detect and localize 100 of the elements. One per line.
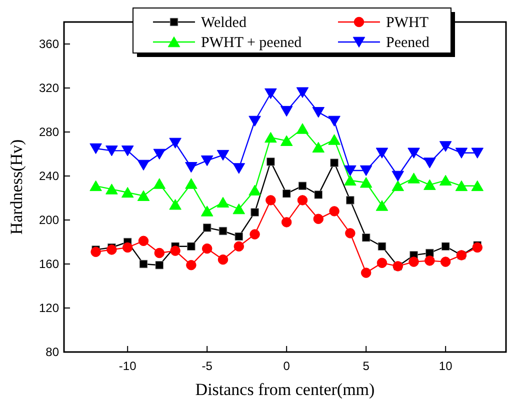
point: [122, 242, 133, 253]
legend-label: PWHT: [386, 15, 428, 31]
point: [439, 141, 452, 152]
x-axis-title: Distancs from center(mm): [195, 380, 375, 399]
point: [218, 254, 228, 265]
point: [362, 233, 370, 242]
point: [424, 158, 436, 168]
point: [296, 123, 309, 134]
point: [455, 148, 468, 158]
point: [360, 268, 372, 278]
point: [216, 150, 230, 161]
point: [250, 208, 259, 216]
point: [280, 135, 293, 146]
point: [218, 226, 228, 236]
point: [471, 148, 484, 158]
point: [202, 243, 212, 254]
y-tick-label: 320: [38, 81, 60, 95]
point: [264, 88, 277, 100]
point: [282, 189, 291, 198]
point: [234, 241, 244, 252]
point: [121, 146, 134, 156]
point: [266, 158, 275, 166]
point: [346, 196, 354, 204]
point: [138, 236, 149, 246]
x-tick-label: -5: [202, 359, 213, 373]
point: [455, 180, 468, 192]
point: [90, 180, 102, 192]
point: [314, 190, 323, 199]
point: [424, 256, 435, 266]
point: [424, 179, 436, 190]
point: [312, 142, 325, 153]
point: [264, 132, 277, 143]
point: [200, 206, 214, 216]
point: [121, 186, 134, 198]
point: [441, 242, 450, 251]
x-tick-label: -10: [118, 359, 137, 373]
point: [440, 256, 451, 267]
point: [376, 148, 388, 158]
point: [297, 195, 308, 206]
x-tick-label: 5: [362, 359, 370, 373]
point: [378, 242, 386, 251]
legend-label: Peened: [386, 35, 430, 51]
point: [186, 260, 196, 270]
point: [169, 138, 182, 149]
point: [471, 180, 484, 192]
point: [216, 196, 230, 208]
point: [106, 146, 118, 156]
point: [90, 246, 101, 258]
point: [106, 244, 117, 255]
point: [155, 260, 164, 270]
point: [296, 87, 309, 98]
point: [280, 106, 293, 117]
point: [344, 165, 356, 176]
point: [266, 195, 276, 206]
point: [137, 160, 150, 171]
point: [137, 190, 150, 201]
point: [153, 148, 166, 160]
y-tick-label: 80: [46, 345, 60, 359]
point: [298, 182, 307, 190]
point: [313, 214, 324, 224]
y-tick-label: 160: [38, 257, 60, 271]
y-tick-label: 360: [38, 37, 60, 51]
point: [408, 148, 420, 158]
y-tick-label: 120: [38, 301, 60, 315]
point: [202, 224, 212, 232]
point: [106, 184, 118, 194]
point: [392, 180, 404, 192]
x-tick-label: 10: [438, 359, 453, 373]
point: [139, 260, 148, 268]
point: [408, 256, 419, 267]
point: [250, 229, 260, 240]
point: [200, 155, 214, 166]
point: [169, 199, 182, 210]
point: [187, 242, 196, 251]
point: [232, 163, 246, 174]
point: [185, 178, 198, 189]
point: [360, 177, 372, 188]
point: [376, 258, 388, 268]
point: [439, 174, 452, 186]
y-tick-label: 240: [38, 169, 60, 183]
y-tick-label: 200: [38, 213, 60, 227]
point: [472, 242, 483, 253]
point: [328, 116, 340, 127]
point: [234, 232, 244, 241]
point: [154, 248, 165, 258]
point: [376, 200, 388, 211]
point: [408, 172, 420, 184]
y-tick-label: 280: [38, 125, 60, 139]
point: [360, 165, 372, 176]
point: [328, 134, 340, 145]
point: [232, 203, 246, 214]
point: [248, 184, 261, 196]
point: [248, 116, 261, 127]
point: [281, 217, 292, 228]
x-tick-label: 0: [283, 359, 290, 373]
point: [330, 158, 338, 167]
point: [392, 170, 404, 182]
point: [329, 206, 340, 216]
point: [170, 246, 180, 256]
point: [90, 143, 102, 154]
